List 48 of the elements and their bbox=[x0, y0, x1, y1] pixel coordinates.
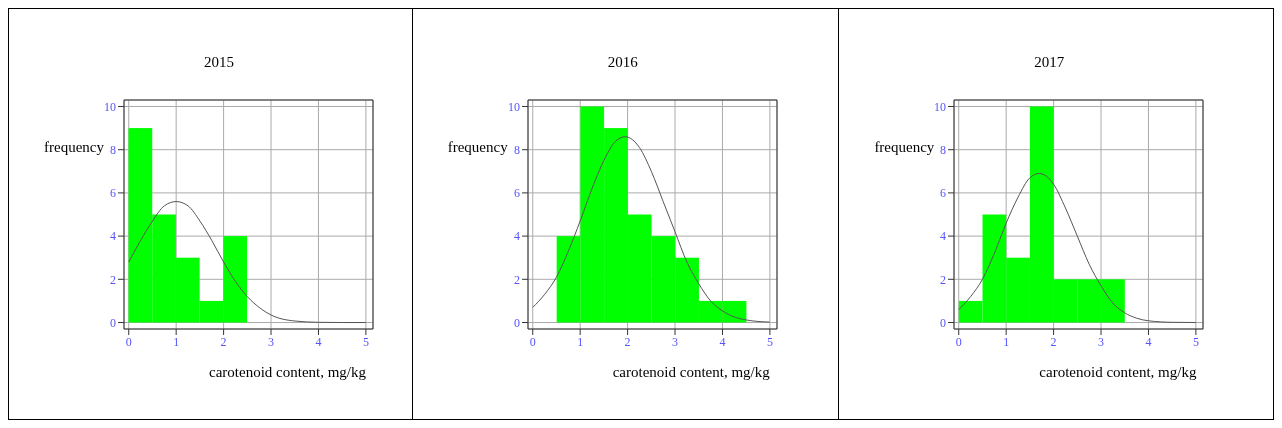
x-tick-label: 2 bbox=[1050, 334, 1057, 349]
y-tick-label: 4 bbox=[940, 229, 947, 244]
x-tick-label: 5 bbox=[1193, 334, 1200, 349]
x-tick-label: 0 bbox=[529, 334, 536, 349]
x-axis-title: carotenoid content, mg/kg bbox=[209, 364, 367, 381]
y-axis-title: frequency bbox=[446, 139, 508, 156]
y-tick-label: 10 bbox=[934, 99, 947, 114]
y-tick-label: 8 bbox=[513, 142, 520, 157]
y-tick-label: 0 bbox=[110, 315, 116, 330]
x-axis-title: carotenoid content, mg/kg bbox=[1039, 364, 1197, 381]
x-tick-label: 4 bbox=[719, 334, 726, 349]
y-tick-label: 4 bbox=[110, 229, 116, 244]
x-tick-label: 5 bbox=[362, 334, 369, 349]
line-series bbox=[958, 172, 1197, 324]
chart-title: 2017 bbox=[1033, 54, 1066, 71]
y-tick-label: 8 bbox=[940, 142, 947, 157]
y-tick-label: 6 bbox=[940, 186, 947, 201]
x-tick-label: 2 bbox=[220, 334, 227, 349]
y-tick-label: 8 bbox=[110, 142, 116, 157]
x-tick-label: 1 bbox=[173, 334, 180, 349]
y-tick-label: 10 bbox=[104, 99, 116, 114]
chart-title: 2016 bbox=[606, 54, 639, 71]
y-tick-label: 0 bbox=[513, 315, 520, 330]
x-tick-label: 0 bbox=[125, 334, 132, 349]
x-tick-label: 3 bbox=[671, 334, 678, 349]
x-axis-title: carotenoid content, mg/kg bbox=[612, 364, 770, 381]
y-axis-title: frequency bbox=[43, 139, 104, 156]
x-tick-label: 1 bbox=[576, 334, 583, 349]
x-tick-label: 1 bbox=[1003, 334, 1010, 349]
y-tick-label: 6 bbox=[513, 186, 520, 201]
x-tick-label: 5 bbox=[766, 334, 773, 349]
line-series bbox=[531, 136, 771, 323]
x-tick-label: 4 bbox=[315, 334, 322, 349]
x-tick-label: 0 bbox=[956, 334, 963, 349]
x-tick-label: 3 bbox=[268, 334, 275, 349]
y-tick-label: 10 bbox=[507, 99, 520, 114]
y-tick-label: 0 bbox=[940, 315, 947, 330]
y-tick-label: 4 bbox=[513, 229, 520, 244]
x-tick-label: 4 bbox=[1145, 334, 1152, 349]
y-axis-title: frequency bbox=[873, 139, 935, 156]
y-tick-label: 2 bbox=[110, 272, 116, 287]
y-tick-label: 6 bbox=[110, 186, 116, 201]
line-series bbox=[128, 201, 367, 324]
y-tick-label: 2 bbox=[513, 272, 520, 287]
y-tick-label: 2 bbox=[940, 272, 947, 287]
x-tick-label: 2 bbox=[624, 334, 631, 349]
x-tick-label: 3 bbox=[1098, 334, 1105, 349]
chart-title: 2015 bbox=[203, 54, 235, 71]
